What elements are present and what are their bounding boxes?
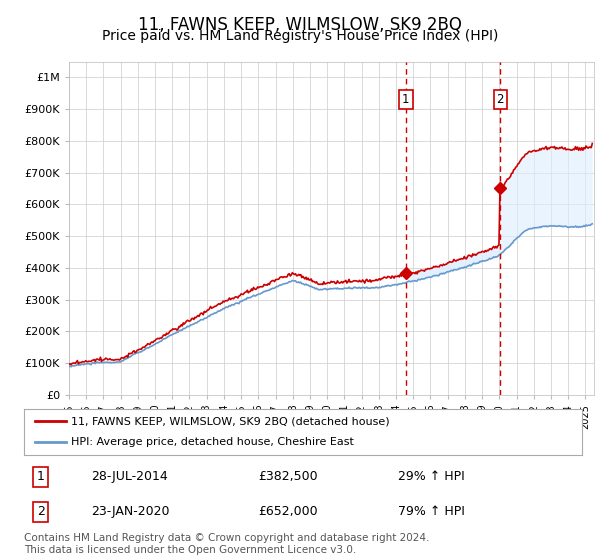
Text: Contains HM Land Registry data © Crown copyright and database right 2024.
This d: Contains HM Land Registry data © Crown c…	[24, 533, 430, 555]
Text: £652,000: £652,000	[259, 505, 318, 518]
Text: 1: 1	[37, 470, 44, 483]
Text: £382,500: £382,500	[259, 470, 318, 483]
Text: 28-JUL-2014: 28-JUL-2014	[91, 470, 168, 483]
Text: 29% ↑ HPI: 29% ↑ HPI	[398, 470, 464, 483]
Text: 1: 1	[402, 93, 410, 106]
Text: 2: 2	[497, 93, 504, 106]
Text: HPI: Average price, detached house, Cheshire East: HPI: Average price, detached house, Ches…	[71, 437, 355, 447]
Text: Price paid vs. HM Land Registry's House Price Index (HPI): Price paid vs. HM Land Registry's House …	[102, 29, 498, 43]
Text: 11, FAWNS KEEP, WILMSLOW, SK9 2BQ: 11, FAWNS KEEP, WILMSLOW, SK9 2BQ	[138, 16, 462, 34]
Text: 23-JAN-2020: 23-JAN-2020	[91, 505, 169, 518]
Text: 79% ↑ HPI: 79% ↑ HPI	[398, 505, 465, 518]
Text: 2: 2	[37, 505, 44, 518]
Text: 11, FAWNS KEEP, WILMSLOW, SK9 2BQ (detached house): 11, FAWNS KEEP, WILMSLOW, SK9 2BQ (detac…	[71, 416, 390, 426]
